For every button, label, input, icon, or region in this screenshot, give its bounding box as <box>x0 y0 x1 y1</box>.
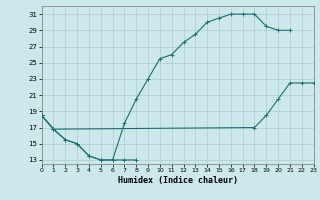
X-axis label: Humidex (Indice chaleur): Humidex (Indice chaleur) <box>118 176 237 185</box>
